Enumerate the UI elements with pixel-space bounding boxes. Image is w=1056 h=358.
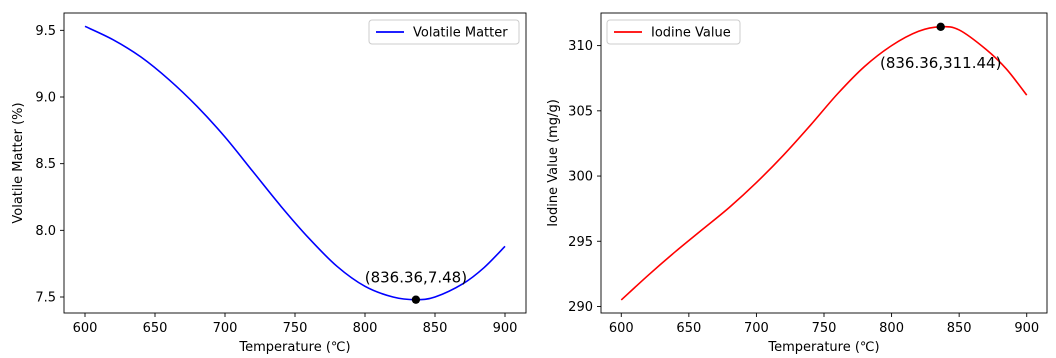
y-axis-label: Iodine Value (mg/g) <box>546 99 561 227</box>
y-tick-label: 305 <box>568 104 593 119</box>
x-tick-label: 900 <box>493 321 518 336</box>
y-tick-label: 7.5 <box>35 291 56 306</box>
x-axis-label: Temperature (℃) <box>767 340 879 355</box>
x-tick-label: 600 <box>609 321 634 336</box>
y-tick-label: 8.5 <box>35 157 56 172</box>
x-tick-label: 750 <box>283 321 308 336</box>
x-axis-label: Temperature (℃) <box>238 340 350 355</box>
x-tick-label: 650 <box>143 321 168 336</box>
optimum-marker <box>411 295 421 304</box>
x-tick-label: 700 <box>744 321 769 336</box>
axes-frame <box>600 12 1048 314</box>
x-tick-label: 700 <box>213 321 238 336</box>
x-tick-label: 800 <box>353 321 378 336</box>
legend-label: Iodine Value <box>651 26 731 41</box>
optimum-annotation: (836.36,311.44) <box>880 54 1001 72</box>
x-tick-label: 850 <box>947 321 972 336</box>
y-tick-label: 290 <box>568 300 593 315</box>
legend-label: Volatile Matter <box>413 26 508 41</box>
iodine-value-chart: 600 650 700 750 800 850 900 290 295 300 305 310 (836… <box>546 12 1048 355</box>
x-tick-label: 900 <box>1014 321 1039 336</box>
y-tick-label: 300 <box>568 170 593 185</box>
axes-frame <box>63 12 527 314</box>
legend-box <box>606 19 741 45</box>
optimum-annotation: (836.36,7.48) <box>365 269 467 287</box>
y-tick-label: 9.5 <box>35 24 56 39</box>
x-tick-label: 650 <box>676 321 701 336</box>
optimum-marker <box>936 22 945 32</box>
y-axis-label: Volatile Matter (%) <box>11 102 26 223</box>
y-tick-label: 310 <box>568 39 593 54</box>
y-tick-label: 9.0 <box>35 91 56 106</box>
series-line-0 <box>620 25 1028 301</box>
volatile-matter-chart: 600 650 700 750 800 850 900 7.5 8.0 8.5 9.0 9.5 (836… <box>11 12 527 355</box>
legend-box <box>368 19 520 45</box>
x-tick-label: 750 <box>812 321 837 336</box>
x-tick-label: 800 <box>879 321 904 336</box>
y-tick-label: 8.0 <box>35 224 56 239</box>
y-tick-label: 295 <box>568 235 593 250</box>
series-line-0 <box>84 25 506 301</box>
x-tick-label: 850 <box>423 321 448 336</box>
x-tick-label: 600 <box>73 321 98 336</box>
